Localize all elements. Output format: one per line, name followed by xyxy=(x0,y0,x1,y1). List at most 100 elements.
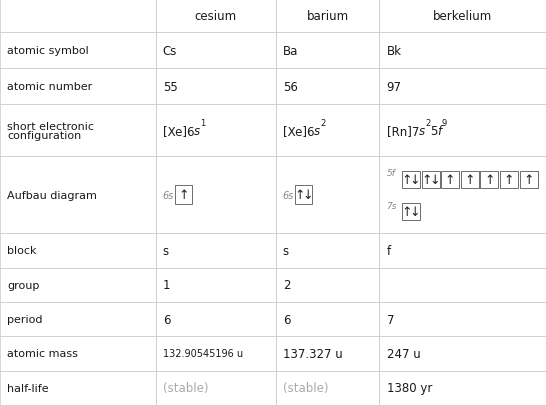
Bar xyxy=(0,234,156,268)
Text: atomic number: atomic number xyxy=(7,82,92,92)
Bar xyxy=(379,69,546,105)
Bar xyxy=(0,69,156,105)
Bar xyxy=(520,171,538,189)
Bar xyxy=(175,185,192,205)
Text: ↑: ↑ xyxy=(465,173,475,186)
Bar xyxy=(156,371,276,405)
Text: block: block xyxy=(7,246,37,256)
Text: ↓: ↓ xyxy=(302,189,313,202)
Bar xyxy=(276,302,379,337)
Text: ↑: ↑ xyxy=(402,206,412,219)
Bar xyxy=(276,33,379,69)
Bar xyxy=(441,171,459,189)
Bar xyxy=(156,33,276,69)
Bar xyxy=(276,69,379,105)
Text: 6s: 6s xyxy=(163,190,174,200)
Text: ↑: ↑ xyxy=(524,173,534,186)
Text: 1: 1 xyxy=(163,279,170,292)
Text: 2: 2 xyxy=(321,118,326,127)
Text: [Xe]6: [Xe]6 xyxy=(283,124,314,137)
Bar xyxy=(0,0,156,33)
Text: group: group xyxy=(7,280,39,290)
Bar xyxy=(402,203,420,221)
Text: 132.90545196 u: 132.90545196 u xyxy=(163,349,243,358)
Text: 55: 55 xyxy=(163,81,177,94)
Bar xyxy=(461,171,479,189)
Text: configuration: configuration xyxy=(7,130,81,141)
Bar xyxy=(379,33,546,69)
Text: 9: 9 xyxy=(442,118,447,127)
Text: half-life: half-life xyxy=(7,383,49,393)
Text: s: s xyxy=(419,124,425,137)
Text: ↑: ↑ xyxy=(422,173,432,186)
Bar xyxy=(379,371,546,405)
Text: 5: 5 xyxy=(430,124,438,137)
Bar xyxy=(156,157,276,234)
Text: ↑: ↑ xyxy=(178,189,189,202)
Text: f: f xyxy=(387,244,391,257)
Bar xyxy=(156,0,276,33)
Bar xyxy=(276,0,379,33)
Bar xyxy=(276,371,379,405)
Text: s: s xyxy=(194,124,200,137)
Text: 7s: 7s xyxy=(387,201,397,210)
Text: 247 u: 247 u xyxy=(387,347,420,360)
Text: ↓: ↓ xyxy=(429,173,440,186)
Bar xyxy=(0,268,156,302)
Bar xyxy=(295,185,312,205)
Bar xyxy=(379,157,546,234)
Text: s: s xyxy=(163,244,169,257)
Bar xyxy=(0,337,156,371)
Bar xyxy=(422,171,440,189)
Text: atomic mass: atomic mass xyxy=(7,349,78,358)
Text: [Rn]7: [Rn]7 xyxy=(387,124,419,137)
Text: [Xe]6: [Xe]6 xyxy=(163,124,194,137)
Bar xyxy=(379,105,546,157)
Text: 2: 2 xyxy=(283,279,290,292)
Bar xyxy=(156,337,276,371)
Bar xyxy=(0,33,156,69)
Bar xyxy=(0,371,156,405)
Bar xyxy=(156,268,276,302)
Text: 7: 7 xyxy=(387,313,394,326)
Text: ↑: ↑ xyxy=(402,173,412,186)
Bar xyxy=(276,337,379,371)
Bar xyxy=(379,302,546,337)
Text: berkelium: berkelium xyxy=(433,10,492,23)
Bar xyxy=(156,302,276,337)
Bar xyxy=(480,171,498,189)
Text: ↓: ↓ xyxy=(410,206,420,219)
Text: Ba: Ba xyxy=(283,45,298,58)
Bar xyxy=(379,337,546,371)
Text: atomic symbol: atomic symbol xyxy=(7,46,89,56)
Text: 56: 56 xyxy=(283,81,298,94)
Text: s: s xyxy=(283,244,289,257)
Bar xyxy=(276,105,379,157)
Bar xyxy=(379,234,546,268)
Text: 2: 2 xyxy=(425,118,430,127)
Text: 97: 97 xyxy=(387,81,401,94)
Text: 137.327 u: 137.327 u xyxy=(283,347,342,360)
Bar xyxy=(156,234,276,268)
Text: Bk: Bk xyxy=(387,45,401,58)
Bar xyxy=(402,171,420,189)
Bar xyxy=(379,268,546,302)
Bar xyxy=(500,171,518,189)
Text: Aufbau diagram: Aufbau diagram xyxy=(7,190,97,200)
Text: barium: barium xyxy=(306,10,349,23)
Bar xyxy=(156,105,276,157)
Text: 6s: 6s xyxy=(283,190,294,200)
Text: ↑: ↑ xyxy=(294,189,305,202)
Bar xyxy=(0,302,156,337)
Text: 1: 1 xyxy=(200,118,206,127)
Text: 1380 yr: 1380 yr xyxy=(387,382,432,394)
Text: 6: 6 xyxy=(163,313,170,326)
Text: 6: 6 xyxy=(283,313,290,326)
Text: ↑: ↑ xyxy=(504,173,514,186)
Text: f: f xyxy=(438,124,442,137)
Text: s: s xyxy=(314,124,321,137)
Text: ↑: ↑ xyxy=(445,173,455,186)
Text: period: period xyxy=(7,314,43,324)
Text: (stable): (stable) xyxy=(163,382,208,394)
Bar xyxy=(276,157,379,234)
